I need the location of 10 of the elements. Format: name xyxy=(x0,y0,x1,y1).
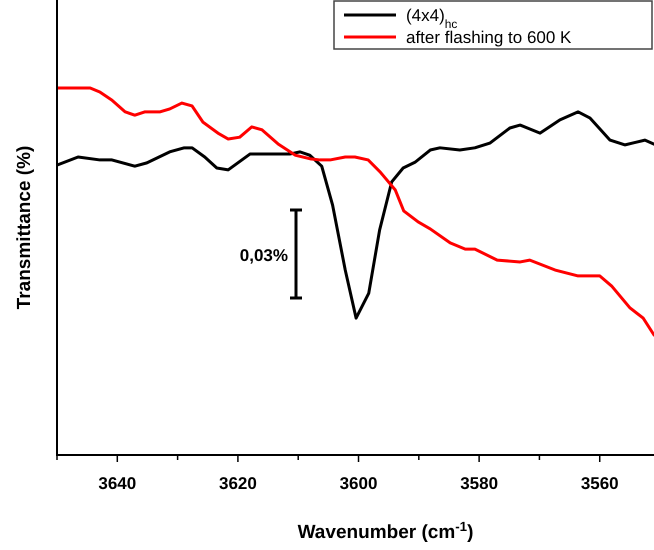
x-axis-title: Wavenumber (cm$^{-1}$) xyxy=(298,518,474,543)
x-tick-label: 3600 xyxy=(340,474,378,493)
x-tick-label: 3560 xyxy=(580,474,619,493)
legend-label: after flashing to 600 K xyxy=(406,28,572,47)
y-axis-title: Transmittance (%) xyxy=(14,146,35,310)
x-tick-label: 3640 xyxy=(98,474,136,493)
legend-label: (4x4)$_{hc}$ xyxy=(406,6,458,31)
x-tick-label: 3580 xyxy=(460,474,498,493)
annotation: 0,03% xyxy=(240,246,288,265)
x-tick-label: 3620 xyxy=(218,474,257,493)
